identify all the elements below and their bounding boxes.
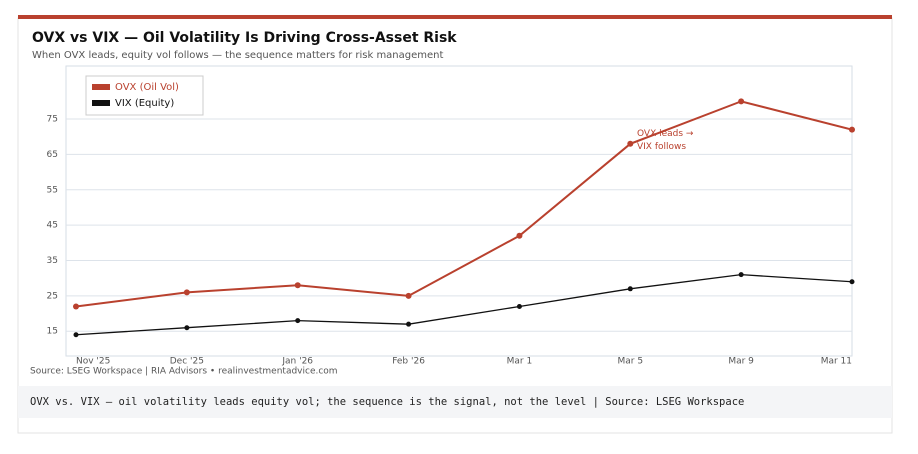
y-tick-label: 25 (47, 291, 58, 301)
chart-title: OVX vs VIX — Oil Volatility Is Driving C… (32, 30, 457, 46)
point (849, 279, 855, 285)
point (516, 232, 523, 239)
y-tick-label: 35 (47, 256, 58, 266)
point (73, 303, 79, 310)
point (627, 140, 634, 147)
point (405, 292, 412, 299)
x-tick-label: Feb '26 (392, 357, 425, 367)
y-tick-label: 75 (47, 115, 58, 125)
annotation-line: VIX follows (637, 142, 686, 152)
legend-box (85, 75, 204, 116)
point (295, 318, 301, 324)
y-tick-label: 15 (47, 327, 58, 337)
x-tick-label: Nov '25 (76, 357, 110, 367)
x-tick-label: Mar 5 (617, 357, 643, 367)
point (516, 303, 522, 309)
x-tick-label: Jan '26 (281, 357, 313, 367)
top-bar (18, 15, 892, 19)
point (294, 282, 301, 289)
point (738, 272, 744, 278)
point (849, 126, 855, 133)
y-tick-label: 55 (47, 185, 58, 195)
annotation-line: OVX leads → (637, 129, 694, 139)
legend-label: OVX (Oil Vol) (115, 82, 179, 93)
x-tick-label: Mar 11 (821, 357, 852, 367)
x-tick-label: Mar 1 (507, 357, 533, 367)
series-line (75, 100, 853, 308)
y-tick-label: 65 (47, 150, 58, 160)
x-tick-label: Dec '25 (170, 357, 204, 367)
point (183, 289, 190, 296)
legend-swatch (92, 100, 110, 106)
point (738, 98, 745, 105)
point (184, 325, 190, 331)
point (627, 286, 633, 292)
caption: OVX vs. VIX — oil volatility leads equit… (30, 396, 744, 408)
source: Source: LSEG Workspace | RIA Advisors • … (30, 367, 338, 377)
point (73, 332, 79, 338)
annotation: OVX leads → VIX follows (637, 129, 694, 152)
series-line (75, 274, 853, 336)
chart-subtitle: When OVX leads, equity vol follows — the… (32, 50, 444, 61)
point (406, 321, 412, 327)
legend-swatch (92, 84, 110, 90)
legend-label: VIX (Equity) (115, 98, 174, 109)
caption-box (18, 386, 892, 418)
y-tick-label: 45 (47, 221, 58, 231)
x-tick-label: Mar 9 (728, 357, 754, 367)
